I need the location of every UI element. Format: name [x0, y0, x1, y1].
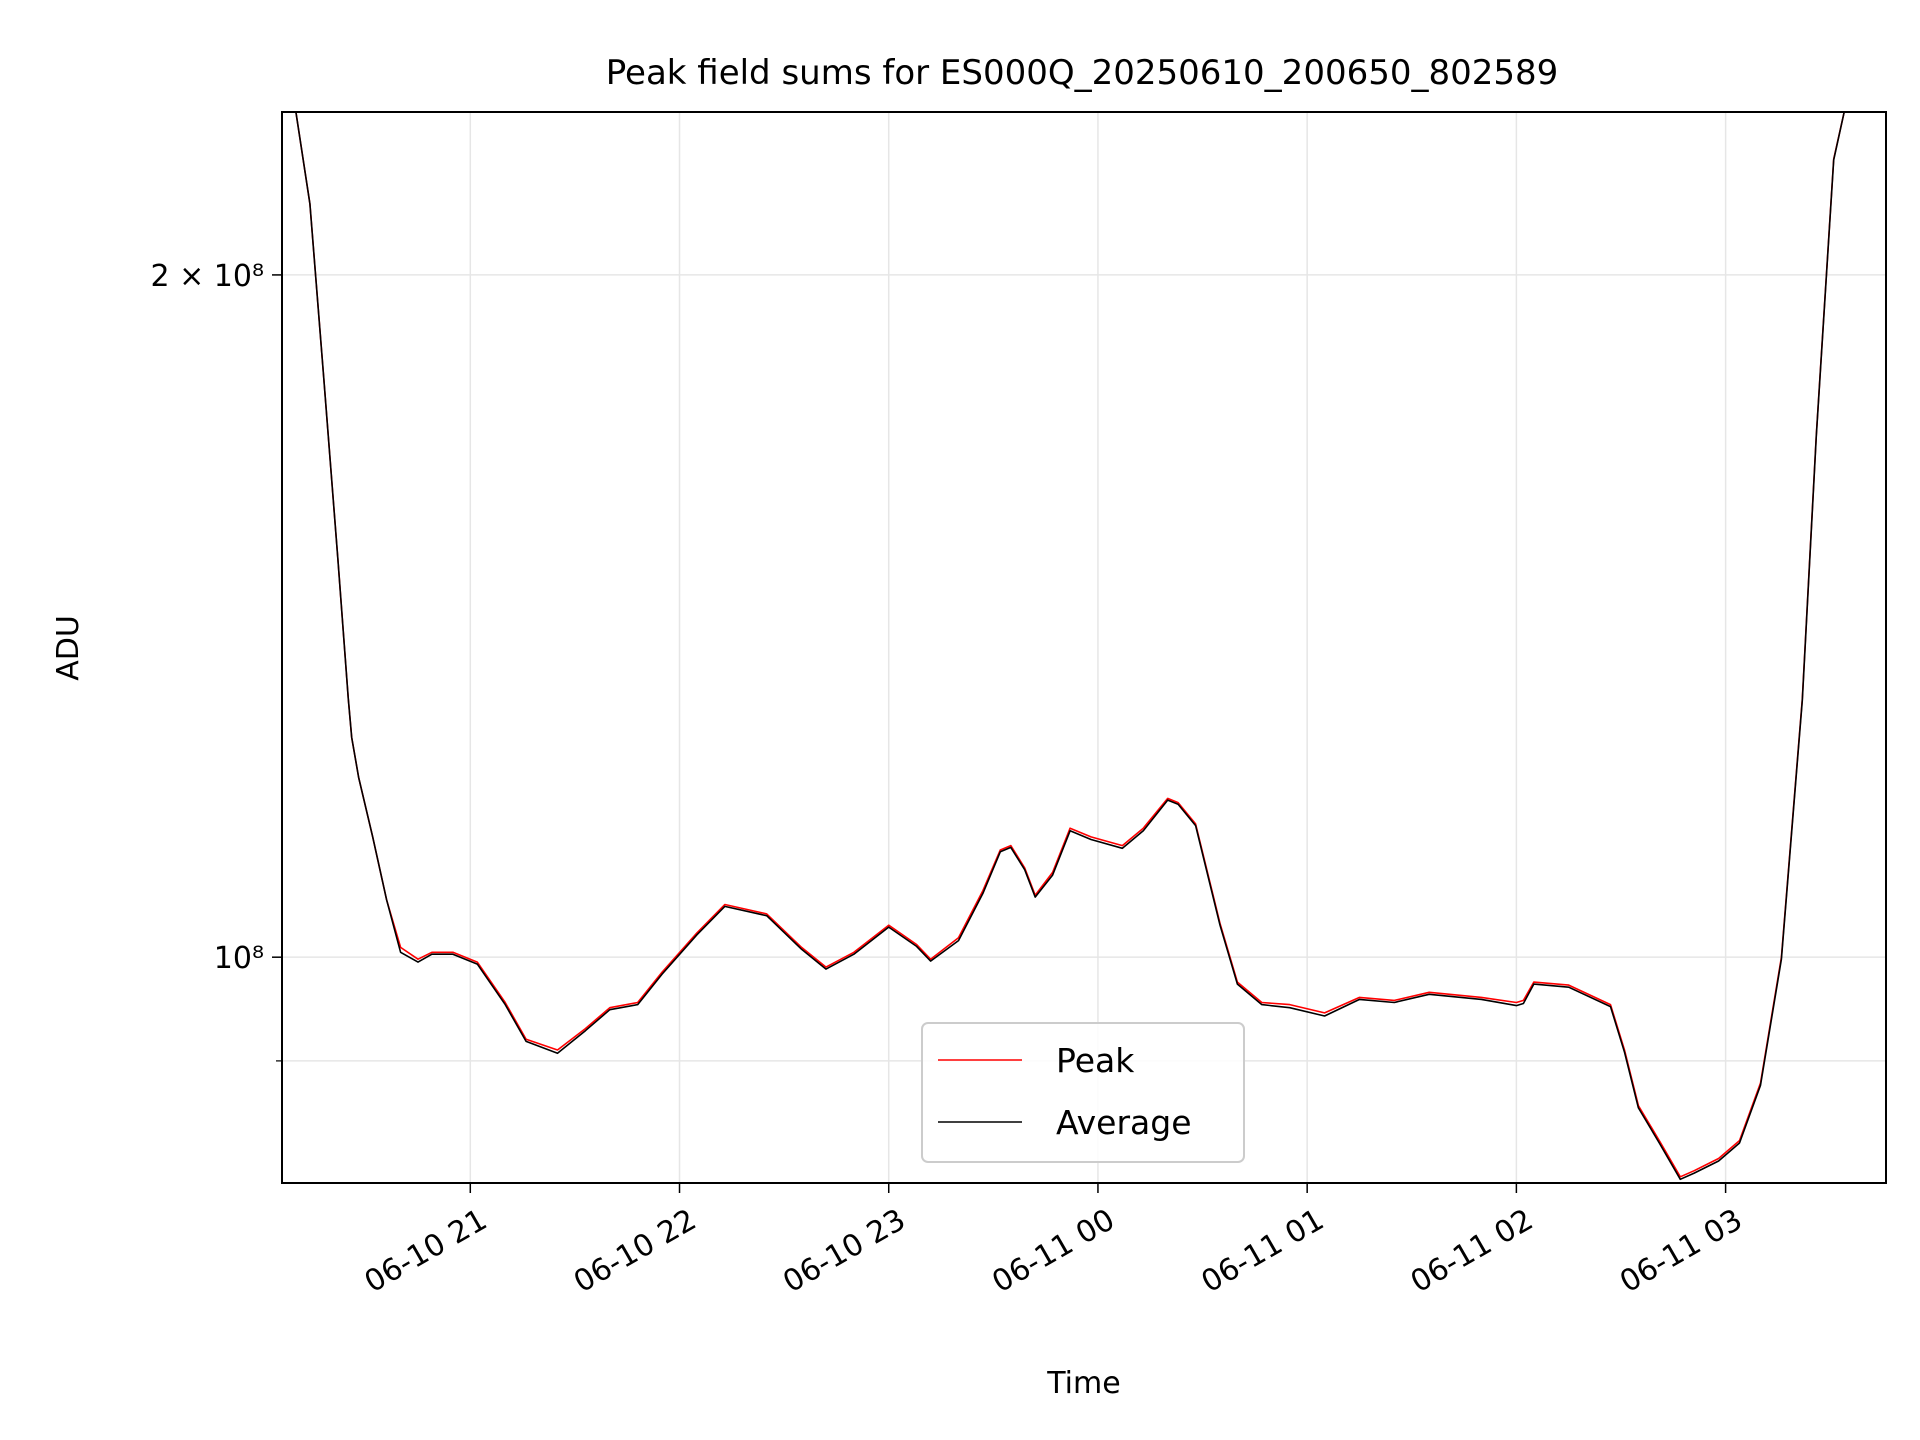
chart-title: Peak field sums for ES000Q_20250610_2006… — [606, 53, 1559, 93]
y-tick-label: 2 × 10⁸ — [151, 259, 265, 294]
legend-box — [921, 1022, 1245, 1163]
x-axis-label: Time — [1046, 1366, 1120, 1401]
grid-lines — [282, 112, 1886, 1183]
y-axis-label: ADU — [51, 615, 86, 681]
legend-label-average: Average — [1056, 1103, 1192, 1142]
plot-frame — [281, 111, 1887, 1184]
legend: Peak Average — [921, 1022, 1245, 1163]
series-lines — [282, 112, 1886, 1181]
y-tick-label: 10⁸ — [214, 941, 264, 976]
legend-label-peak: Peak — [1056, 1041, 1135, 1080]
series-line-average — [282, 112, 1886, 1181]
y-axis-ticks: 2 × 10⁸ 10⁸ — [151, 259, 282, 1062]
